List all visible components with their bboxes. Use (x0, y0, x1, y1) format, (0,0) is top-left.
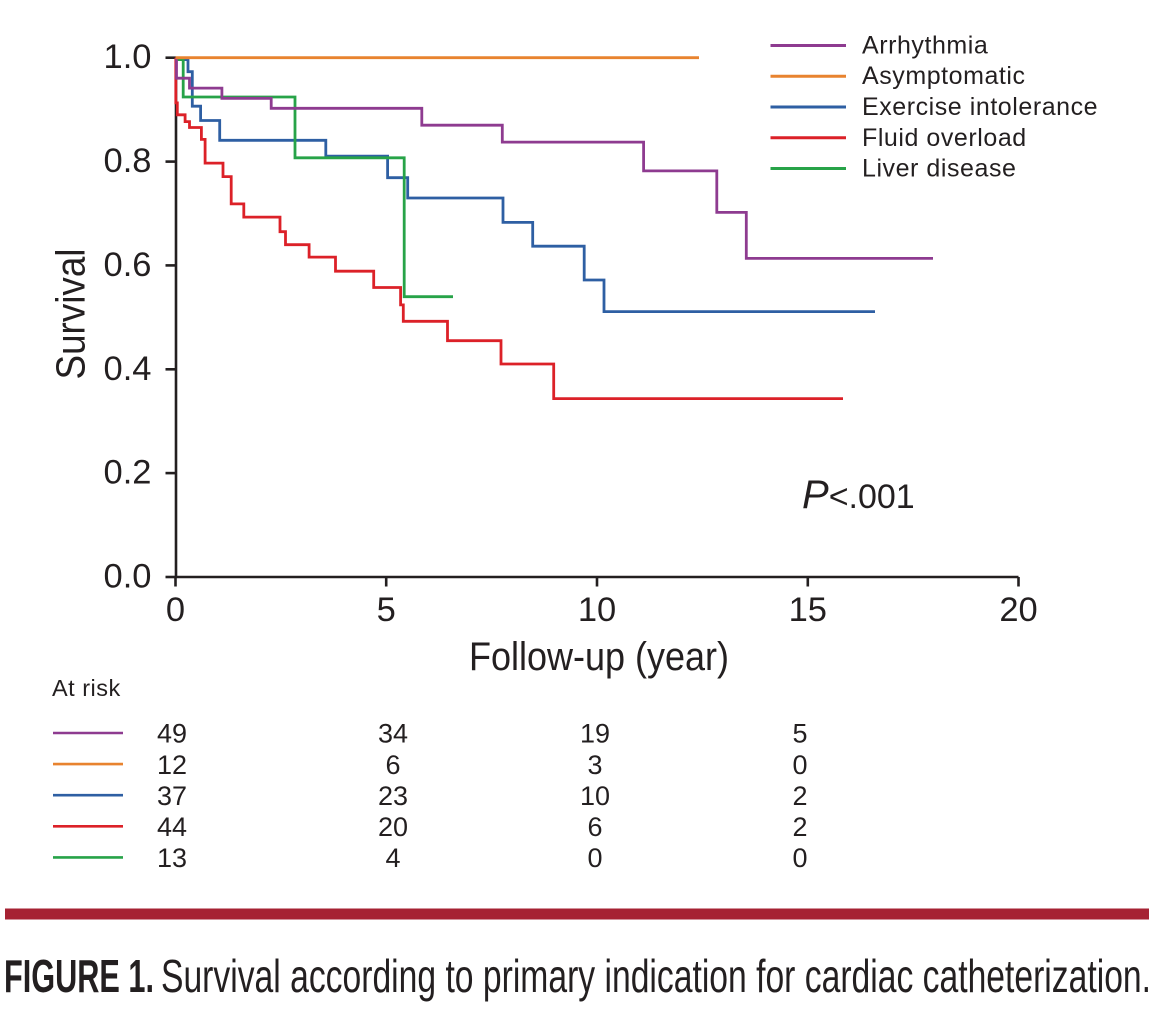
svg-text:Survival according to primary: Survival according to primary indication… (161, 950, 1151, 1002)
svg-text:13: 13 (157, 843, 187, 873)
svg-text:1.0: 1.0 (104, 38, 152, 76)
svg-text:0.0: 0.0 (104, 558, 152, 596)
svg-text:19: 19 (580, 719, 610, 749)
svg-text:0.6: 0.6 (104, 246, 152, 284)
svg-text:20: 20 (378, 812, 408, 842)
svg-text:5: 5 (377, 591, 396, 629)
svg-text:23: 23 (378, 781, 408, 811)
svg-text:34: 34 (378, 719, 408, 749)
svg-text:10: 10 (578, 591, 616, 629)
svg-text:2: 2 (792, 781, 807, 811)
svg-text:37: 37 (157, 781, 187, 811)
svg-text:0: 0 (792, 843, 807, 873)
svg-text:44: 44 (157, 812, 187, 842)
svg-text:3: 3 (587, 750, 602, 780)
svg-text:0.8: 0.8 (104, 142, 152, 180)
svg-text:15: 15 (789, 591, 827, 629)
svg-text:6: 6 (587, 812, 602, 842)
svg-text:Fluid overload: Fluid overload (862, 124, 1027, 152)
svg-text:0: 0 (792, 750, 807, 780)
svg-text:P<.001: P<.001 (802, 473, 915, 517)
svg-text:At risk: At risk (52, 675, 121, 701)
svg-text:0.2: 0.2 (104, 454, 152, 492)
svg-text:Survival: Survival (48, 249, 94, 380)
svg-text:0: 0 (587, 843, 602, 873)
svg-text:49: 49 (157, 719, 187, 749)
svg-text:FIGURE 1.: FIGURE 1. (4, 950, 154, 1002)
svg-text:Exercise intolerance: Exercise intolerance (862, 93, 1098, 121)
svg-text:Asymptomatic: Asymptomatic (862, 62, 1026, 90)
svg-text:5: 5 (792, 719, 807, 749)
svg-text:4: 4 (385, 843, 400, 873)
svg-text:6: 6 (385, 750, 400, 780)
svg-text:Arrhythmia: Arrhythmia (862, 32, 988, 60)
svg-text:Liver disease: Liver disease (862, 155, 1016, 183)
svg-text:2: 2 (792, 812, 807, 842)
svg-text:Follow-up (year): Follow-up (year) (469, 635, 729, 679)
svg-text:10: 10 (580, 781, 610, 811)
svg-text:0.4: 0.4 (104, 350, 152, 388)
svg-text:0: 0 (166, 591, 185, 629)
svg-text:12: 12 (157, 750, 187, 780)
svg-text:20: 20 (999, 591, 1037, 629)
